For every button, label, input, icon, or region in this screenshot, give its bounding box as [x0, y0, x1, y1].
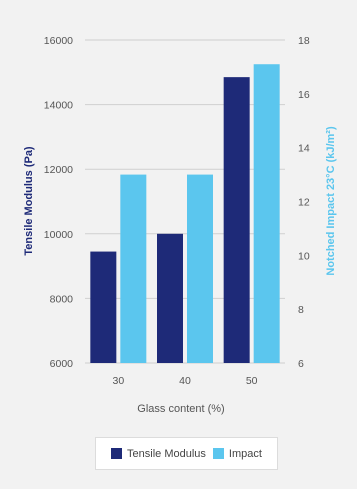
- x-tick-label: 40: [179, 375, 191, 387]
- y-axis-right-title: Notched Impact 23°C (kJ/m²): [325, 126, 337, 276]
- legend-item-impact: Impact: [212, 447, 262, 460]
- legend-item-tensile: Tensile Modulus: [111, 448, 206, 460]
- y-left-tick-label: 14000: [44, 100, 73, 112]
- bar-impact-30: [120, 174, 147, 363]
- legend-label-impact: Impact: [228, 447, 262, 460]
- x-tick-label: 30: [112, 375, 124, 387]
- y-right-tick-label: 12: [298, 197, 310, 209]
- y-axis-left-title: Tensile Modulus (Pa): [23, 146, 35, 256]
- bar-impact-40: [187, 174, 213, 363]
- bar-tensile-30: [90, 251, 117, 363]
- x-axis-title: Glass content (%): [137, 403, 224, 415]
- legend-swatch-tensile: [111, 448, 123, 459]
- legend-label-tensile: Tensile Modulus: [127, 447, 206, 460]
- bars: [90, 64, 280, 364]
- tick-labels: 6000 8000 10000 12000 14000 16000 6 8 10 12 14 16 18…: [44, 35, 310, 387]
- y-right-tick-label: 6: [298, 358, 304, 370]
- y-left-tick-label: 12000: [44, 164, 73, 176]
- bar-tensile-50: [223, 77, 250, 364]
- bar-tensile-40: [157, 233, 183, 363]
- y-right-tick-label: 16: [298, 89, 310, 101]
- y-right-tick-label: 8: [298, 304, 304, 316]
- y-right-tick-label: 18: [298, 35, 310, 47]
- legend: Tensile Modulus Impact: [95, 437, 278, 470]
- y-right-tick-label: 14: [298, 143, 310, 155]
- y-left-tick-label: 16000: [44, 35, 73, 47]
- grid-lines: [85, 39, 285, 364]
- y-left-tick-label: 10000: [44, 229, 73, 241]
- legend-swatch-impact: [212, 448, 224, 459]
- y-left-tick-label: 8000: [50, 293, 74, 305]
- y-left-tick-label: 6000: [50, 358, 74, 370]
- bar-impact-50: [253, 64, 280, 363]
- x-tick-label: 50: [246, 375, 258, 387]
- y-right-tick-label: 10: [298, 250, 310, 262]
